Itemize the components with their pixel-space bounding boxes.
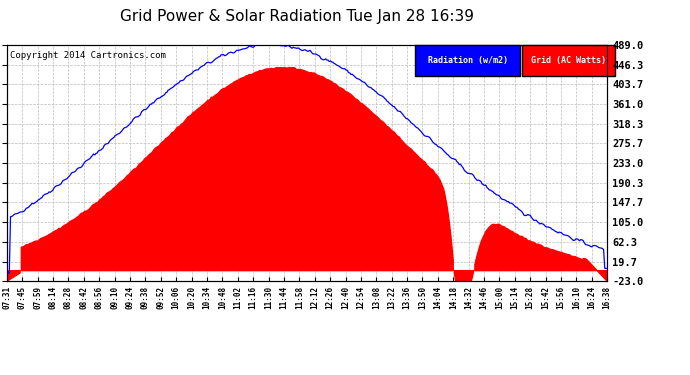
Text: Radiation (w/m2): Radiation (w/m2) [428,56,508,65]
FancyBboxPatch shape [522,45,615,76]
FancyBboxPatch shape [415,45,520,76]
Text: Grid (AC Watts): Grid (AC Watts) [531,56,606,65]
Text: Copyright 2014 Cartronics.com: Copyright 2014 Cartronics.com [10,51,166,60]
Text: Grid Power & Solar Radiation Tue Jan 28 16:39: Grid Power & Solar Radiation Tue Jan 28 … [119,9,474,24]
